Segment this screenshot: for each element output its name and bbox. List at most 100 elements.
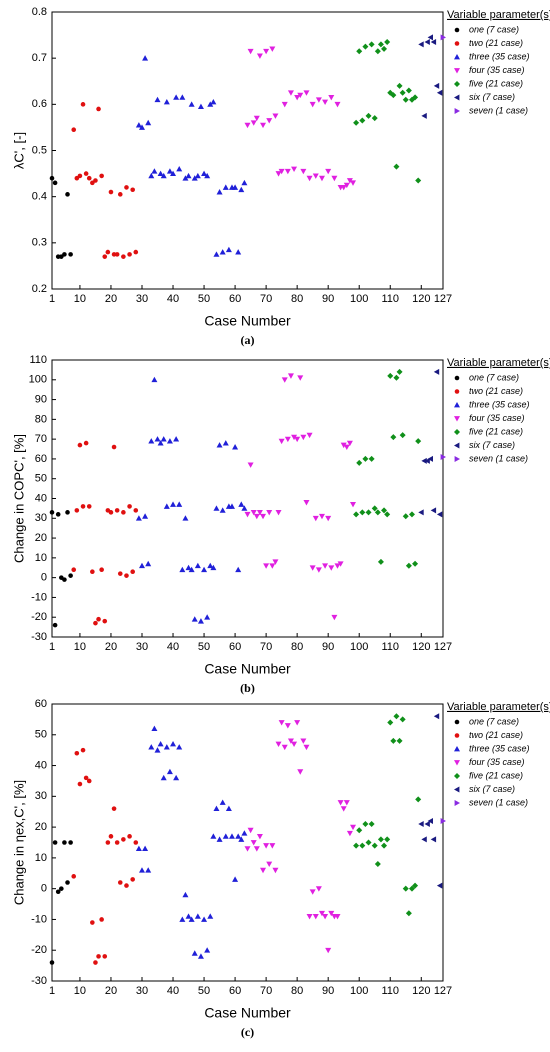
panel: 1 10 20 30 40 50 60 70 80 90 100 110 120 127-30-20-10… [11,698,550,1039]
marker [337,800,344,806]
y-tick-label: 0.6 [32,98,47,110]
marker [86,504,92,509]
marker [238,501,245,507]
legend-marker [454,760,460,766]
marker [396,368,403,375]
legend-marker [454,68,460,74]
x-tick-label: 110 [381,985,399,997]
marker [334,101,341,108]
marker [356,459,363,466]
marker [151,376,158,383]
legend-label: three (35 case) [469,399,530,409]
marker [381,45,388,52]
marker [135,515,142,521]
legend-label: six (7 case) [469,440,515,450]
marker [297,769,304,775]
marker [210,564,217,571]
marker [185,172,192,179]
marker [430,836,437,843]
marker [350,180,357,186]
marker [300,434,307,441]
marker [170,170,177,176]
marker [163,503,170,509]
marker [291,434,298,441]
marker [433,82,440,89]
marker [275,741,282,748]
marker [207,913,214,919]
legend-marker [454,402,460,408]
marker [179,916,186,922]
marker [412,94,419,101]
marker [148,744,155,750]
marker [415,796,422,803]
plot-frame [51,11,444,290]
legend-label: seven (1 case) [469,797,528,807]
y-tick-label: 100 [29,374,47,386]
marker [334,563,341,569]
marker [207,562,214,569]
marker [151,725,158,732]
legend-marker [454,81,460,87]
marker [253,115,260,122]
marker [312,913,319,920]
marker [182,891,189,898]
marker [133,508,139,513]
marker [362,821,369,828]
marker [111,806,117,811]
marker [235,833,242,839]
x-tick-label: 30 [136,293,148,305]
panel: 1 10 20 30 40 50 60 70 80 90 100 110 120 1270.20.30.4… [11,6,550,347]
plot-frame [51,703,444,982]
marker [387,372,394,379]
x-tick-label: 10 [74,641,86,653]
marker [272,867,279,874]
marker [160,774,167,781]
marker [427,817,433,824]
marker [418,41,424,48]
legend-label: four (35 case) [469,65,525,75]
marker [421,836,427,843]
legend-marker [454,746,460,752]
marker [374,861,381,868]
marker [322,563,329,569]
y-tick-label: 0 [41,883,47,895]
marker [247,48,254,55]
marker [99,567,104,573]
legend-marker [454,456,460,462]
marker [59,886,64,891]
marker [415,438,422,445]
marker [191,175,198,181]
marker [390,737,397,744]
y-tick-label: 50 [35,729,47,741]
legend-title: Variable parameter(s) [447,357,550,369]
marker [108,510,114,515]
marker [93,960,98,965]
x-tick-label: 50 [198,641,210,653]
marker [250,840,257,846]
marker [135,122,142,128]
marker [424,39,430,46]
y-tick-label: 60 [35,453,47,465]
marker [213,505,220,511]
legend-label: five (21 case) [469,78,523,88]
legend-marker [454,94,460,101]
marker [93,178,98,183]
marker [176,501,183,507]
y-tick-label: 30 [35,790,47,802]
x-tick-label: 1 [49,641,55,653]
x-tick-label: 120 [412,985,430,997]
panel: 1 10 20 30 40 50 60 70 80 90 100 110 120 127-30-20-10… [11,354,550,695]
marker [269,46,276,52]
marker [105,249,111,255]
marker [68,252,73,257]
marker [300,738,307,744]
marker [297,375,304,381]
marker [96,106,101,112]
marker [412,560,419,567]
marker [138,867,145,873]
marker [377,558,384,565]
marker [374,509,381,516]
marker [228,833,235,839]
marker [135,845,142,852]
marker [160,172,167,179]
